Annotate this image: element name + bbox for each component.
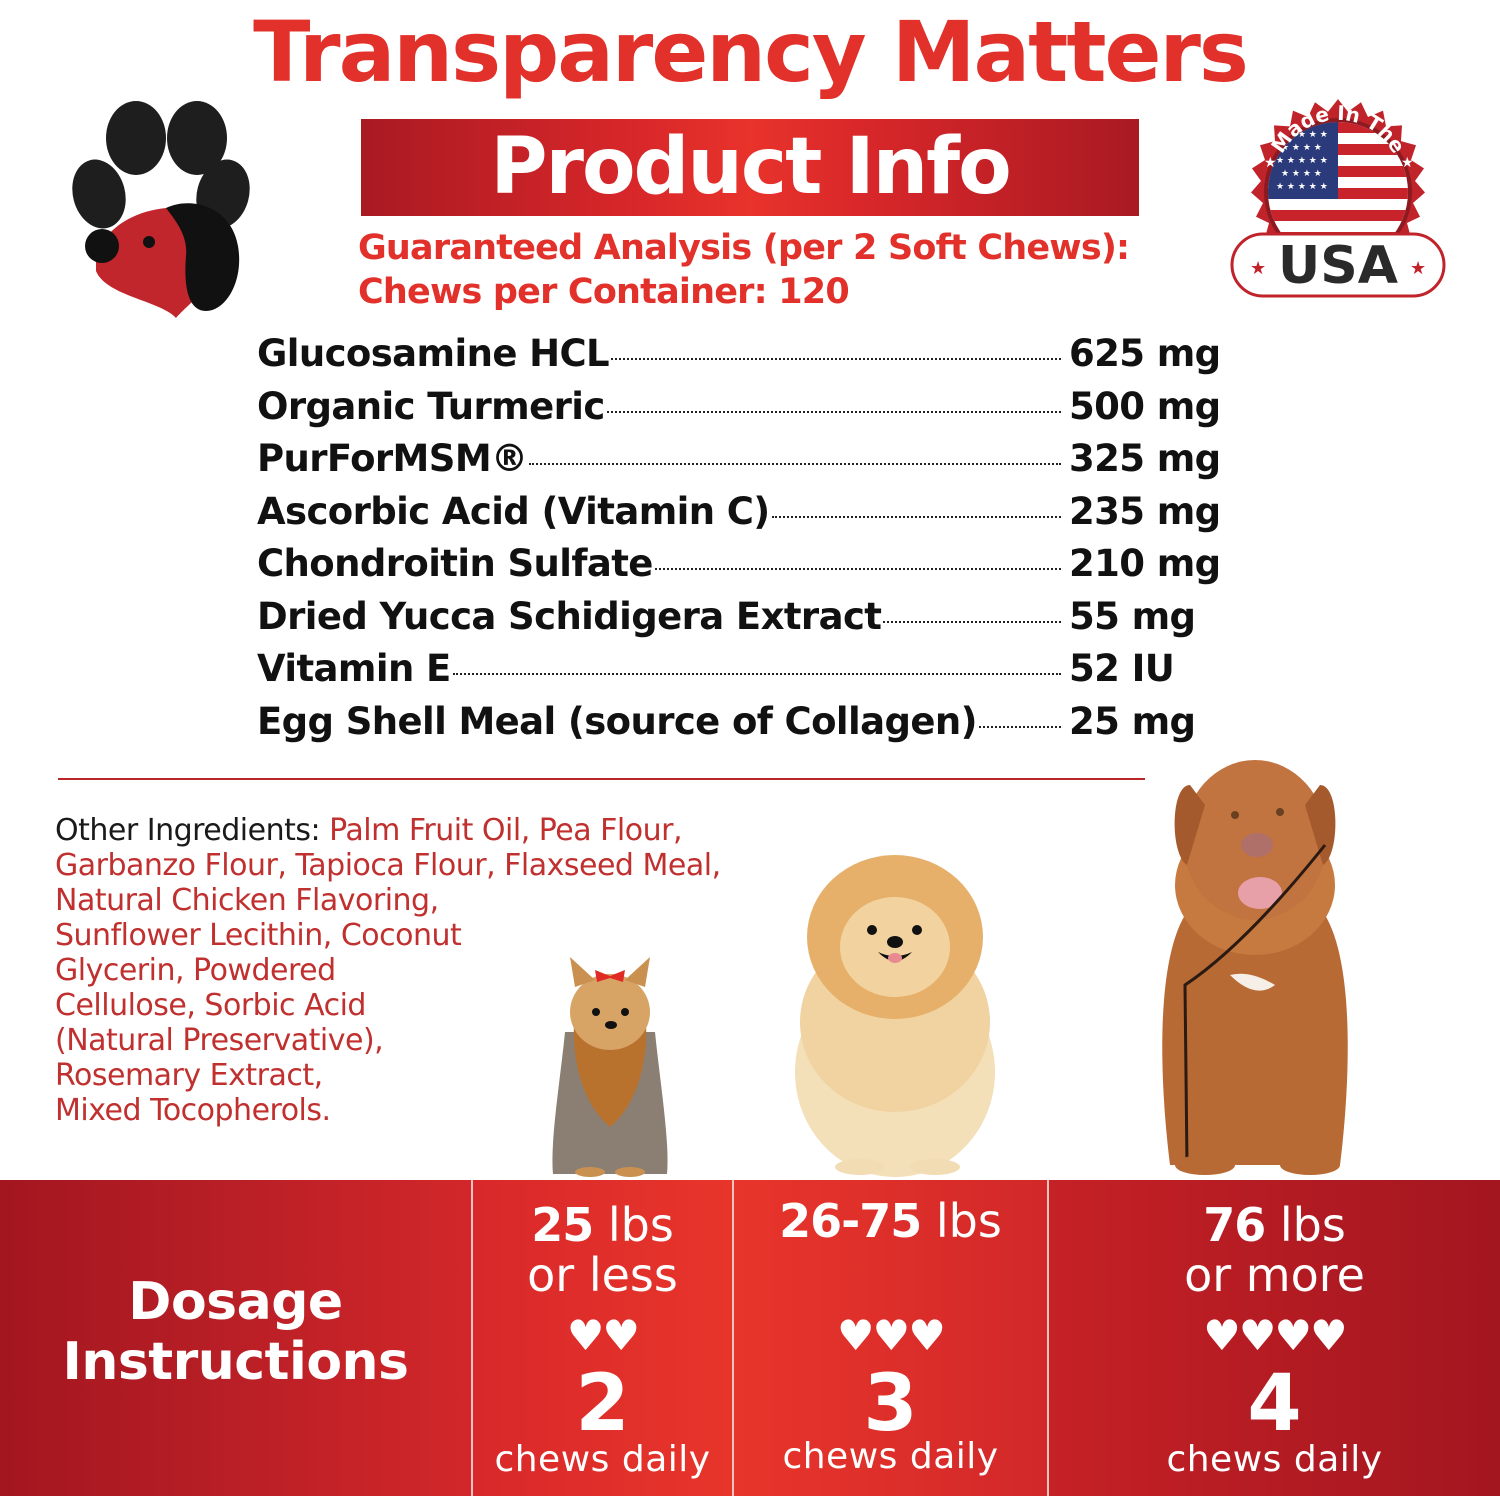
- ingredient-amount: 210 mg: [1069, 542, 1221, 585]
- ingredient-amount: 325 mg: [1069, 437, 1221, 480]
- svg-text:★ ★ ★ ★ ★: ★ ★ ★ ★ ★: [1276, 182, 1328, 192]
- ingredient-row: Chondroitin Sulfate 210 mg: [257, 542, 1247, 595]
- heart-icons: ♥♥♥♥: [1203, 1311, 1348, 1360]
- ingredient-row: Dried Yucca Schidigera Extract 55 mg: [257, 595, 1247, 648]
- ingredient-row: Glucosamine HCL 625 mg: [257, 332, 1247, 385]
- ingredient-row: Ascorbic Acid (Vitamin C) 235 mg: [257, 490, 1247, 543]
- dogue-de-bordeaux-image: [1125, 745, 1385, 1177]
- yorkshire-terrier-image: [545, 952, 675, 1177]
- other-ingredients-line: Palm Fruit Oil, Pea Flour,: [329, 813, 682, 848]
- heart-icons: ♥♥: [566, 1311, 640, 1360]
- svg-text:★: ★: [1264, 155, 1277, 171]
- other-ingredients-line: Cellulose, Sorbic Acid: [55, 988, 366, 1023]
- other-ingredients-line: Natural Chicken Flavoring,: [55, 883, 439, 918]
- dot-leader: [529, 463, 1061, 465]
- ingredient-name: Egg Shell Meal (source of Collagen): [257, 699, 977, 743]
- svg-text:★: ★: [1401, 155, 1414, 171]
- ingredient-name: Dried Yucca Schidigera Extract: [257, 594, 882, 638]
- ingredient-name: Organic Turmeric: [257, 384, 605, 428]
- ingredient-amount: 52 IU: [1069, 647, 1175, 690]
- other-ingredients-line: Mixed Tocopherols.: [55, 1093, 331, 1128]
- svg-text:★: ★: [1410, 258, 1426, 279]
- svg-text:★ ★ ★ ★: ★ ★ ★ ★: [1281, 169, 1322, 179]
- product-info-banner: Product Info: [361, 119, 1139, 216]
- ingredient-row: PurForMSM® 325 mg: [257, 437, 1247, 490]
- svg-text:★ ★ ★ ★ ★: ★ ★ ★ ★ ★: [1276, 156, 1328, 166]
- product-info-heading: Product Info: [490, 122, 1011, 212]
- dosage-heading-line2: Instructions: [62, 1332, 409, 1392]
- made-in-usa-badge: ★ ★ ★ ★ ★ ★ ★ ★ ★ ★ ★ ★ ★ ★ ★ ★ ★ ★ ★ ★ …: [1218, 82, 1458, 314]
- page-title: Transparency Matters: [253, 3, 1249, 101]
- dosage-heading-line1: Dosage: [128, 1272, 343, 1332]
- dot-leader: [452, 673, 1061, 675]
- chew-count: 2: [575, 1359, 630, 1449]
- weight-qualifier: or more: [1184, 1248, 1365, 1302]
- chew-count: 3: [863, 1359, 918, 1449]
- weight-unit: lbs: [1265, 1198, 1346, 1252]
- weight-value: 26-75: [779, 1194, 922, 1248]
- ingredient-name: Chondroitin Sulfate: [257, 542, 653, 585]
- weight-value: 76: [1203, 1198, 1266, 1252]
- ingredient-amount: 500 mg: [1069, 384, 1221, 428]
- ingredient-amount: 25 mg: [1069, 699, 1196, 743]
- weight-unit: lbs: [593, 1198, 674, 1252]
- other-ingredients-line: Rosemary Extract,: [55, 1058, 323, 1093]
- ingredient-amount: 625 mg: [1069, 332, 1221, 375]
- dot-leader: [771, 515, 1061, 518]
- heart-icons: ♥♥♥: [837, 1311, 946, 1360]
- dosage-instructions-band: Dosage Instructions 25 lbs or less ♥♥ 2 …: [0, 1180, 1500, 1500]
- other-ingredients-line: Garbanzo Flour, Tapioca Flour, Flaxseed …: [55, 848, 721, 883]
- pomeranian-image: [790, 852, 1000, 1177]
- chews-daily-label: chews daily: [1166, 1439, 1383, 1480]
- other-ingredients-label: Other Ingredients:: [55, 813, 330, 848]
- chews-daily-label: chews daily: [782, 1436, 999, 1477]
- dot-leader: [654, 568, 1061, 570]
- ingredient-amount: 55 mg: [1069, 594, 1196, 638]
- ingredient-row: Egg Shell Meal (source of Collagen) 25 m…: [257, 700, 1247, 753]
- weight-unit: lbs: [921, 1194, 1002, 1248]
- other-ingredients-line: Sunflower Lecithin, Coconut: [55, 918, 462, 953]
- svg-text:★ ★ ★ ★: ★ ★ ★ ★: [1281, 143, 1322, 153]
- svg-text:USA: USA: [1278, 236, 1398, 296]
- svg-text:★: ★: [1250, 258, 1266, 279]
- section-divider: [58, 778, 1145, 780]
- chew-count: 4: [1247, 1359, 1302, 1449]
- dosage-tier-medium: 26-75 lbs ♥♥♥ 3 chews daily: [732, 1180, 1047, 1496]
- paw-dog-logo-icon: [66, 96, 256, 326]
- other-ingredients: Other Ingredients: Palm Fruit Oil, Pea F…: [55, 813, 825, 1128]
- ingredient-row: Organic Turmeric 500 mg: [257, 385, 1247, 438]
- guaranteed-analysis-heading: Guaranteed Analysis (per 2 Soft Chews):: [358, 228, 1130, 268]
- ingredient-row: Vitamin E 52 IU: [257, 647, 1247, 700]
- svg-text:★ ★ ★ ★ ★: ★ ★ ★ ★ ★: [1276, 130, 1328, 140]
- ingredient-table: Glucosamine HCL 625 mg Organic Turmeric …: [257, 332, 1247, 752]
- chews-daily-label: chews daily: [494, 1439, 711, 1480]
- other-ingredients-line: Glycerin, Powdered: [55, 953, 336, 988]
- usa-flag-seal-icon: ★ ★ ★ ★ ★ ★ ★ ★ ★ ★ ★ ★ ★ ★ ★ ★ ★ ★ ★ ★ …: [1230, 99, 1446, 298]
- dosage-tier-large: 76 lbs or more ♥♥♥♥ 4 chews daily: [1047, 1180, 1500, 1496]
- dosage-heading-cell: Dosage Instructions: [0, 1180, 471, 1496]
- ingredient-amount: 235 mg: [1069, 489, 1221, 533]
- dosage-tier-small: 25 lbs or less ♥♥ 2 chews daily: [471, 1180, 732, 1496]
- ingredient-name: Vitamin E: [257, 647, 451, 690]
- dot-leader: [611, 358, 1061, 360]
- other-ingredients-line: (Natural Preservative),: [55, 1023, 384, 1058]
- chews-per-container: Chews per Container: 120: [358, 272, 850, 312]
- dot-leader: [606, 410, 1061, 413]
- dot-leader: [978, 725, 1061, 728]
- ingredient-name: Glucosamine HCL: [257, 332, 610, 375]
- dot-leader: [883, 620, 1061, 623]
- weight-value: 25: [531, 1198, 594, 1252]
- weight-qualifier: or less: [527, 1248, 678, 1302]
- ingredient-name: Ascorbic Acid (Vitamin C): [257, 489, 770, 533]
- ingredient-name: PurForMSM®: [257, 437, 528, 480]
